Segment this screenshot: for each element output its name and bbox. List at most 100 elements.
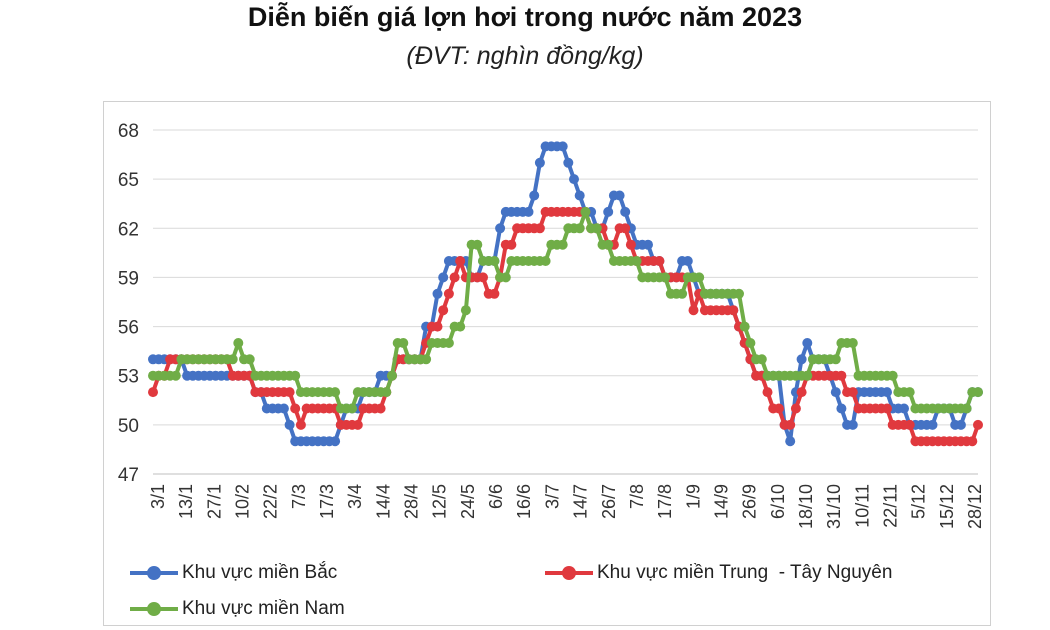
series-2-point-93 xyxy=(677,288,688,299)
series-0-point-73 xyxy=(563,157,574,168)
series-2-point-55 xyxy=(460,305,471,316)
series-2-point-69 xyxy=(540,256,551,266)
series-0-point-142 xyxy=(955,419,966,430)
series-1-point-110 xyxy=(773,403,784,414)
x-tick-label-28: 15/12 xyxy=(937,484,957,529)
x-tick-label-14: 3/7 xyxy=(542,484,562,509)
series-2-point-107 xyxy=(756,354,767,365)
series-2-point-4 xyxy=(170,370,181,381)
series-1-point-84 xyxy=(625,239,636,250)
series-2-point-105 xyxy=(745,338,756,348)
series-0-point-80 xyxy=(603,206,614,217)
legend-label-trung: Khu vực miền Trung - Tây Nguyên xyxy=(597,562,893,583)
series-2-point-120 xyxy=(830,354,841,365)
x-tick-label-6: 17/3 xyxy=(317,484,337,519)
plot-frame xyxy=(103,101,991,626)
series-2-point-15 xyxy=(233,338,244,348)
series-0-point-132 xyxy=(899,403,909,414)
series-1-point-60 xyxy=(489,288,500,299)
series-1-point-51 xyxy=(438,305,449,316)
series-0-point-115 xyxy=(802,338,813,348)
x-tick-label-29: 28/12 xyxy=(965,484,985,529)
legend-swatch-bac xyxy=(130,566,178,580)
series-1-point-95 xyxy=(688,305,699,316)
x-tick-label-4: 22/2 xyxy=(261,484,281,519)
chart-subtitle: (ĐVT: nghìn đồng/kg) xyxy=(406,42,644,70)
series-0-point-82 xyxy=(614,190,625,201)
x-tick-label-16: 26/7 xyxy=(599,484,619,519)
series-0-point-112 xyxy=(785,436,796,447)
series-2-point-32 xyxy=(330,387,341,398)
series-2-point-104 xyxy=(739,321,750,332)
series-0-point-32 xyxy=(330,436,341,447)
x-tick-label-15: 14/7 xyxy=(571,484,591,519)
y-tick-label-47: 47 xyxy=(118,465,139,486)
series-0-point-68 xyxy=(534,157,545,168)
x-tick-label-21: 26/9 xyxy=(740,484,760,519)
series-2-point-145 xyxy=(973,387,983,398)
series-0-point-87 xyxy=(643,239,653,250)
x-tick-label-26: 22/11 xyxy=(880,484,900,528)
series-1-point-63 xyxy=(506,239,517,250)
series-1-point-58 xyxy=(478,272,488,283)
x-tick-label-5: 7/3 xyxy=(289,484,309,509)
series-2-point-76 xyxy=(580,206,591,217)
series-1-point-26 xyxy=(295,419,306,430)
x-tick-label-11: 24/5 xyxy=(458,484,478,519)
series-1-point-129 xyxy=(882,403,892,414)
series-1-point-54 xyxy=(455,256,466,266)
series-1-point-121 xyxy=(836,370,847,381)
x-tick-label-7: 3/4 xyxy=(345,484,365,509)
x-tick-label-8: 14/4 xyxy=(373,484,393,519)
series-2-point-133 xyxy=(904,387,915,398)
y-tick-label-62: 62 xyxy=(118,219,139,240)
series-2-point-35 xyxy=(347,403,358,414)
y-tick-label-50: 50 xyxy=(118,416,139,437)
series-0-point-50 xyxy=(432,288,443,299)
series-0-point-67 xyxy=(529,190,540,201)
series-1-point-112 xyxy=(785,419,796,430)
series-2-point-123 xyxy=(847,338,858,348)
series-2-point-75 xyxy=(574,223,585,234)
series-2-point-41 xyxy=(381,387,392,398)
series-0-point-66 xyxy=(523,206,534,217)
legend-marker-nam xyxy=(147,602,161,616)
chart-title: Diễn biến giá lợn hơi trong nước năm 202… xyxy=(247,2,803,32)
series-1-point-0 xyxy=(148,387,158,398)
series-2-point-143 xyxy=(961,403,972,414)
series-1-point-52 xyxy=(443,288,454,299)
series-0-point-51 xyxy=(438,272,449,283)
series-2-point-44 xyxy=(398,338,409,348)
series-2-point-42 xyxy=(387,370,397,381)
legend-item-nam: Khu vực miền Nam xyxy=(130,598,345,620)
series-2-point-14 xyxy=(227,354,238,365)
series-1-point-24 xyxy=(284,387,295,398)
series-1-point-36 xyxy=(352,419,363,430)
x-tick-label-12: 6/6 xyxy=(486,484,506,509)
series-0-point-114 xyxy=(796,354,807,365)
series-2-point-90 xyxy=(660,272,671,283)
series-0-point-94 xyxy=(682,256,693,266)
series-2-point-115 xyxy=(802,370,813,381)
x-tick-label-23: 18/10 xyxy=(796,484,816,529)
y-tick-label-56: 56 xyxy=(118,318,139,339)
x-tick-label-18: 17/8 xyxy=(655,484,675,519)
series-0-point-72 xyxy=(557,141,568,152)
y-tick-label-53: 53 xyxy=(118,367,139,388)
series-0-point-121 xyxy=(836,403,847,414)
series-0-point-129 xyxy=(882,387,892,398)
series-1-point-89 xyxy=(654,256,665,266)
series-2-point-72 xyxy=(557,239,568,250)
series-1-point-108 xyxy=(762,387,773,398)
x-tick-label-2: 27/1 xyxy=(204,484,224,519)
series-2-point-80 xyxy=(603,239,614,250)
legend-swatch-nam xyxy=(130,602,178,616)
x-tick-label-20: 14/9 xyxy=(711,484,731,519)
x-tick-label-0: 3/1 xyxy=(148,484,168,509)
x-tick-label-10: 12/5 xyxy=(430,484,450,519)
series-2-point-57 xyxy=(472,239,483,250)
series-2-point-52 xyxy=(443,338,454,348)
y-tick-label-65: 65 xyxy=(118,170,139,191)
x-tick-label-25: 10/11 xyxy=(852,484,872,528)
